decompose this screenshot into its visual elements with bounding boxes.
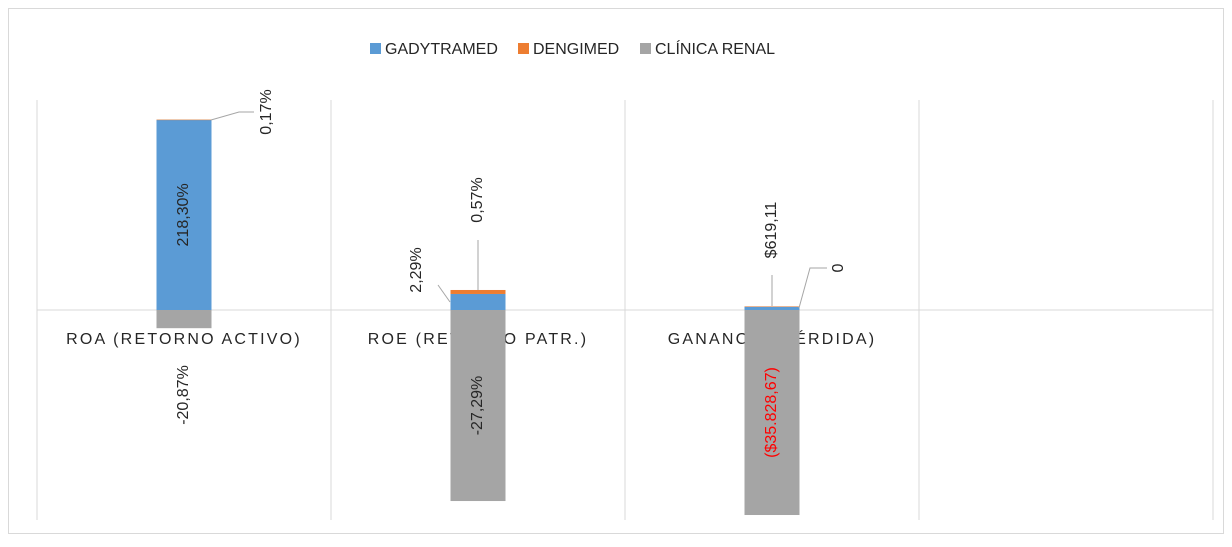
leader-line [798, 267, 827, 309]
data-label: 0 [830, 263, 847, 272]
legend-swatch [518, 43, 529, 54]
legend-swatch [370, 43, 381, 54]
legend-label: CLÍNICA RENAL [655, 39, 775, 58]
x-tick-label: ROA (RETORNO ACTIVO) [66, 331, 302, 348]
data-label: -20,87% [175, 365, 192, 425]
leader-line [210, 111, 254, 121]
data-label: 0,57% [469, 177, 486, 222]
bar [156, 119, 212, 121]
bar [744, 310, 800, 516]
bar [744, 306, 800, 307]
data-label: 218,30% [175, 183, 192, 246]
data-label: $619,11 [763, 202, 780, 259]
bar [744, 306, 800, 310]
legend-label: GADYTRAMED [385, 41, 498, 58]
bar [450, 310, 506, 502]
data-label: 2,29% [408, 247, 425, 292]
bar [450, 293, 506, 310]
legend-swatch [640, 43, 651, 54]
legend-label: DENGIMED [533, 41, 619, 58]
leader-line [437, 284, 451, 303]
bar [156, 310, 212, 329]
data-label: ($35.828,67) [763, 367, 780, 458]
data-label: -27,29% [469, 376, 486, 436]
bar [450, 289, 506, 294]
data-label: 0,17% [258, 89, 275, 134]
bar [156, 119, 212, 310]
